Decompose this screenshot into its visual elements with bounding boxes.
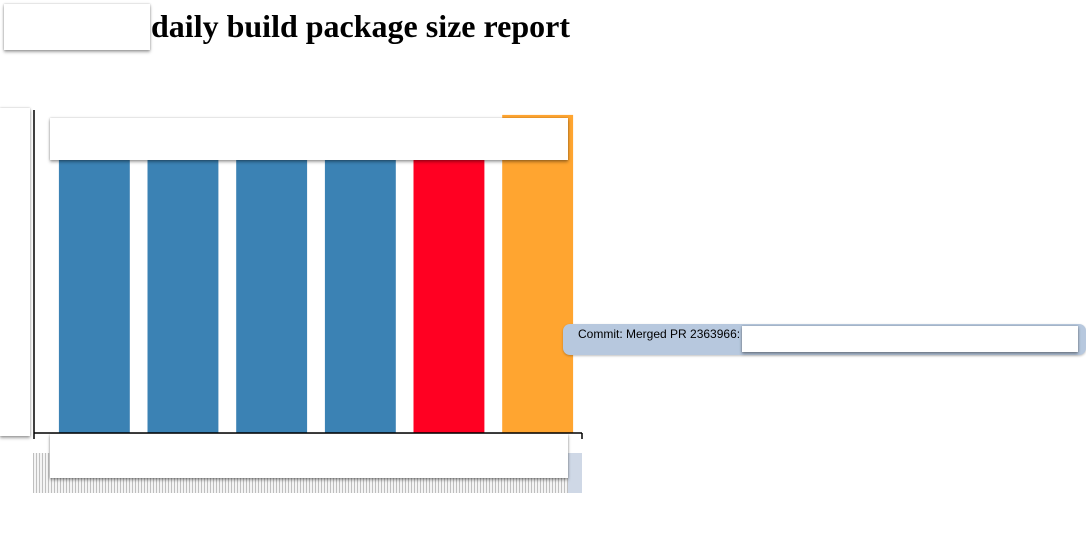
bar-3[interactable] (236, 135, 308, 433)
redacted-chart-top-band (50, 118, 568, 160)
tooltip-text: Commit: Merged PR 2363966: (578, 327, 741, 341)
bar-2[interactable] (147, 135, 219, 433)
redacted-x-axis-labels (50, 434, 568, 478)
bar-5[interactable] (413, 135, 485, 433)
range-scroll-thumb[interactable] (568, 453, 582, 493)
page-title: daily build package size report (151, 8, 570, 44)
bar-chart (33, 110, 583, 439)
redacted-logo (4, 4, 150, 50)
bar-6[interactable] (502, 114, 574, 434)
redacted-tooltip-detail (742, 326, 1078, 352)
bar-4[interactable] (324, 135, 396, 433)
bar-1[interactable] (58, 135, 130, 433)
redacted-y-axis-labels (0, 108, 30, 436)
